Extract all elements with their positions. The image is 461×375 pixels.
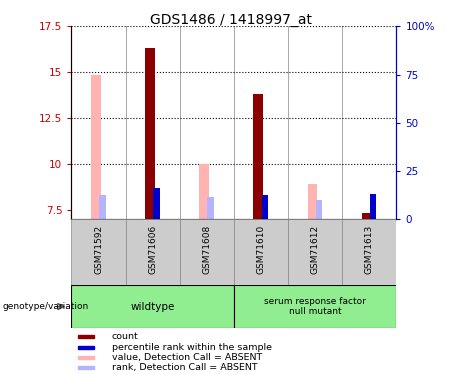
Bar: [153, 188, 160, 219]
Bar: [199, 164, 209, 219]
Text: GSM71592: GSM71592: [94, 225, 103, 274]
Text: count: count: [112, 332, 138, 341]
Text: GSM71613: GSM71613: [365, 225, 374, 274]
Bar: [234, 285, 396, 328]
Bar: [71, 219, 125, 285]
Text: genotype/variation: genotype/variation: [2, 302, 89, 311]
Bar: [71, 285, 234, 328]
Bar: [307, 184, 317, 219]
Bar: [78, 366, 94, 369]
Bar: [145, 48, 155, 219]
Bar: [234, 219, 288, 285]
Bar: [78, 346, 94, 349]
Bar: [99, 195, 106, 219]
Text: GSM71606: GSM71606: [148, 225, 157, 274]
Bar: [78, 335, 94, 338]
Bar: [78, 356, 94, 359]
Text: serum response factor
null mutant: serum response factor null mutant: [264, 297, 366, 316]
Bar: [342, 219, 396, 285]
Text: percentile rank within the sample: percentile rank within the sample: [112, 343, 272, 352]
Text: GSM71610: GSM71610: [256, 225, 266, 274]
Bar: [288, 219, 342, 285]
Text: GSM71608: GSM71608: [202, 225, 212, 274]
Bar: [125, 219, 180, 285]
Text: value, Detection Call = ABSENT: value, Detection Call = ABSENT: [112, 353, 262, 362]
Bar: [316, 200, 322, 219]
Bar: [370, 194, 377, 219]
Text: GSM71612: GSM71612: [311, 225, 320, 274]
Text: rank, Detection Call = ABSENT: rank, Detection Call = ABSENT: [112, 363, 257, 372]
Text: GDS1486 / 1418997_at: GDS1486 / 1418997_at: [149, 13, 312, 27]
Bar: [207, 197, 214, 219]
Bar: [362, 213, 372, 219]
Bar: [261, 195, 268, 219]
Bar: [180, 219, 234, 285]
Bar: [91, 75, 100, 219]
Text: wildtype: wildtype: [130, 302, 175, 312]
Bar: [254, 94, 263, 219]
